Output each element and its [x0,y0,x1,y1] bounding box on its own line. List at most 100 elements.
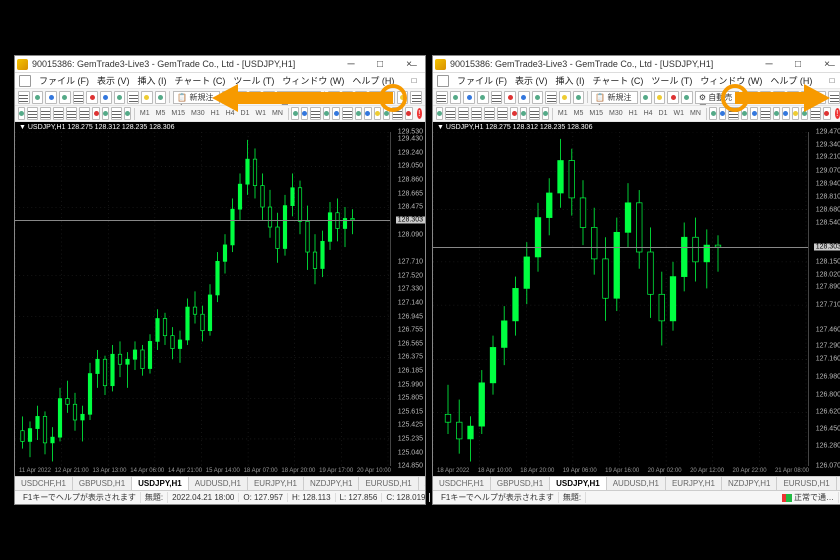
toolbar-button[interactable] [640,91,652,104]
toolbar-button[interactable] [328,91,340,104]
toolbar-button[interactable] [681,91,693,104]
toolbar-button[interactable] [828,91,840,104]
toolbar-button[interactable] [504,91,516,104]
sub-minimize[interactable]: ─ [407,58,421,73]
chart-tab[interactable]: AUDJPY,H1 [419,477,425,491]
toolbar-button[interactable] [573,91,585,104]
draw-tool-button[interactable] [497,107,508,120]
timeframe-m5[interactable]: M5 [572,110,586,117]
alert-icon[interactable]: ! [835,108,840,119]
toolbar-button[interactable] [127,91,139,104]
chart-tab[interactable]: GBPUSD,H1 [491,477,550,491]
draw-tool-button[interactable] [520,107,527,120]
draw-tool-button[interactable] [510,107,517,120]
menu-item[interactable]: ヘルプ (H) [352,74,394,87]
timeframe-h4[interactable]: H4 [224,110,237,117]
toolbar-button[interactable] [342,91,354,104]
timeframe-m30[interactable]: M30 [607,110,625,117]
chart-area[interactable]: 129.530129.430129.240129.050128.860128.6… [15,132,425,466]
toolbar-button[interactable] [155,91,167,104]
draw-tool-button[interactable] [53,107,64,120]
toolbar-button[interactable] [746,91,758,104]
menu-item[interactable]: 挿入 (I) [138,74,167,87]
minimize-button[interactable]: ─ [337,57,365,72]
toolbar-button[interactable] [410,91,422,104]
toolbar-button[interactable] [342,107,353,120]
toolbar-button[interactable] [750,107,757,120]
chart-tab[interactable]: NZDJPY,H1 [304,477,360,491]
toolbar-button[interactable] [787,91,799,104]
timeframe-h1[interactable]: H1 [209,110,222,117]
draw-tool-button[interactable] [111,107,122,120]
toolbar-button[interactable] [559,91,571,104]
toolbar-button[interactable] [709,107,716,120]
toolbar-button[interactable] [383,91,395,104]
minimize-button[interactable]: ─ [755,57,783,72]
timeframe-d1[interactable]: D1 [657,110,670,117]
toolbar-button[interactable] [32,91,44,104]
draw-tool-button[interactable] [542,107,549,120]
toolbar-button[interactable] [383,107,390,120]
toolbar-button[interactable] [760,91,772,104]
toolbar-button[interactable] [436,91,448,104]
timeframe-d1[interactable]: D1 [239,110,252,117]
timeframe-w1[interactable]: W1 [254,110,269,117]
toolbar-button[interactable] [491,91,503,104]
toolbar-button[interactable] [760,107,771,120]
toolbar-button[interactable] [374,107,381,120]
sub-maximize[interactable]: □ [407,73,421,88]
menu-item[interactable]: ツール (T) [233,74,274,87]
timeframe-m15[interactable]: M15 [587,110,605,117]
toolbar-button[interactable] [355,91,367,104]
alert-icon[interactable]: ! [417,108,422,119]
draw-tool-button[interactable] [484,107,495,120]
timeframe-m1[interactable]: M1 [138,110,152,117]
menu-item[interactable]: チャート (C) [175,74,226,87]
toolbar-button[interactable] [114,91,126,104]
sub-minimize[interactable]: ─ [825,58,839,73]
menu-item[interactable]: ヘルプ (H) [770,74,812,87]
chart-tab[interactable]: EURJPY,H1 [248,477,304,491]
toolbar-button[interactable] [477,91,489,104]
toolbar-button[interactable] [59,91,71,104]
draw-tool-button[interactable] [471,107,482,120]
toolbar-button[interactable] [73,91,85,104]
timeframe-w1[interactable]: W1 [672,110,687,117]
toolbar-button[interactable] [291,107,298,120]
menu-item[interactable]: チャート (C) [593,74,644,87]
toolbar-button[interactable] [532,91,544,104]
toolbar-button[interactable] [141,91,153,104]
chart-tab[interactable]: USDCHF,H1 [433,477,491,491]
toolbar-button[interactable] [364,107,371,120]
auto-trade-button[interactable]: ⚙ 自動売買 [277,91,321,104]
menu-item[interactable]: 表示 (V) [97,74,130,87]
menu-item[interactable]: ウィンドウ (W) [282,74,344,87]
chart-tab[interactable]: USDJPY,H1 [132,477,189,491]
menu-item[interactable]: ウィンドウ (W) [700,74,762,87]
menu-item[interactable]: 挿入 (I) [556,74,585,87]
maximize-button[interactable]: □ [784,57,812,72]
draw-tool-button[interactable] [27,107,38,120]
toolbar-button[interactable] [301,107,308,120]
toolbar-button[interactable] [332,107,339,120]
chart-tab[interactable]: USDCHF,H1 [15,477,73,491]
timeframe-h4[interactable]: H4 [642,110,655,117]
toolbar-button[interactable] [323,107,330,120]
new-order-button[interactable]: 📋 新規注文 [591,91,638,104]
toolbar-button[interactable] [369,91,381,104]
timeframe-m1[interactable]: M1 [556,110,570,117]
chart-tab[interactable]: GBPUSD,H1 [73,477,132,491]
toolbar-button[interactable] [719,107,726,120]
timeframe-m15[interactable]: M15 [169,110,187,117]
toolbar-button[interactable] [810,107,821,120]
toolbar-button[interactable] [773,107,780,120]
toolbar-button[interactable] [773,91,785,104]
toolbar-button[interactable] [792,107,799,120]
menu-item[interactable]: ツール (T) [651,74,692,87]
draw-tool-button[interactable] [436,107,443,120]
toolbar-button[interactable] [355,107,362,120]
toolbar-button[interactable] [86,91,98,104]
toolbar-button[interactable] [100,91,112,104]
toolbar-button[interactable] [450,91,462,104]
toolbar-button[interactable] [405,107,412,120]
